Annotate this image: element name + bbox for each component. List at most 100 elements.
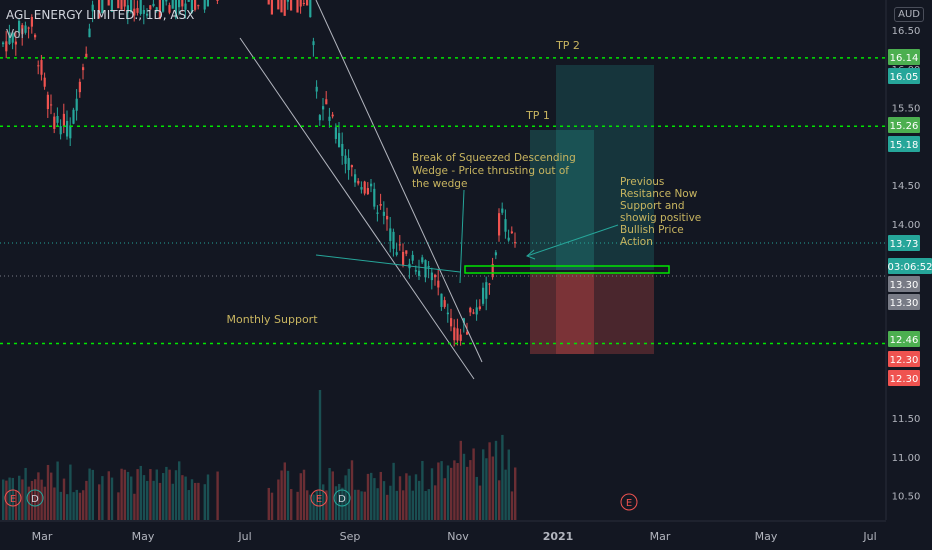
volume-bar [459,440,462,520]
volume-bar [373,478,376,520]
candle-body [162,0,165,12]
volume-bar [126,471,130,520]
y-tick-label: 11.00 [892,453,921,464]
earnings-marker[interactable] [620,493,638,511]
wedge-upper-trendline[interactable] [315,0,483,363]
candle-body [216,0,219,1]
volume-bar [424,490,427,520]
price-labels: 16.14 16.05 15.26 15.18 13.73 03:06:52 13.30 13… [888,49,932,386]
breakout-box[interactable] [464,265,670,274]
volume-bar [344,475,347,520]
candle-body [347,158,350,171]
candle-body [155,7,158,12]
candle-body [146,13,149,16]
price-label: 12.30 [890,355,919,366]
volume-bar [181,475,184,520]
candle-body [14,41,17,45]
earnings-marker[interactable] [310,489,328,507]
volume-bar [418,480,421,520]
volume-bar [43,486,46,520]
y-tick-label: 11.50 [892,414,921,425]
candle-body [302,2,305,4]
volume-bar [267,487,270,520]
volume-bar [366,473,370,520]
prev-resistance-note-2: Resitance Now [620,188,698,200]
volume-bar [56,461,59,520]
candle-body [482,287,485,304]
candlesticks [2,0,517,347]
candle-body [382,211,385,216]
volume-bar [277,479,280,520]
candle-body [440,293,443,307]
candle-body [139,0,142,15]
volume-bar [123,469,126,520]
x-tick-label: Sep [340,530,361,543]
volume-bar [408,475,411,520]
volume-bar [142,475,146,520]
candle-body [325,99,328,105]
candle-body [290,0,293,11]
volume-bar [75,489,78,520]
volume-bar [482,449,485,520]
candle-body [395,252,398,255]
candle-body [24,25,27,33]
time-axis[interactable]: Mar May Jul Sep Nov 2021 Mar May Jul [32,530,877,543]
volume-bar [24,467,27,520]
candle-body [18,20,21,33]
volume-bar [318,390,322,520]
symbol-title[interactable]: AGL ENERGY LIMITED., 1D, ASX [6,8,195,22]
candle-body [389,228,392,241]
candle-body [46,94,49,110]
volume-bar [443,478,446,520]
candle-body [168,5,171,13]
volume-bar [158,482,162,520]
volume-bar [162,473,165,520]
currency-badge[interactable]: AUD [894,7,924,22]
volume-bar [270,492,274,520]
candle-body [30,17,33,27]
candle-body [158,0,161,20]
break-arrow-line[interactable] [459,189,465,284]
support-arrow-line[interactable] [526,224,619,257]
candle-body [149,5,152,10]
candle-body [5,41,8,52]
candle-body [376,212,379,214]
volume-bar [427,489,430,520]
svg-text:D: D [31,494,39,505]
volume-bar [402,490,405,520]
candle-body [315,86,318,92]
price-label-bg [888,235,920,251]
candle-body [334,127,337,139]
dividend-marker[interactable] [26,489,44,507]
volume-bar [514,467,517,520]
support-arrow-head [526,249,536,260]
earnings-marker[interactable] [4,489,22,507]
candle-body [430,272,433,281]
candle-body [322,106,325,110]
candle-body [466,332,469,335]
volume-bar [437,462,440,520]
candle-body [350,165,353,168]
volume-bar [389,485,392,520]
dividend-marker[interactable] [333,489,351,507]
candle-body [27,27,30,29]
wedge-lower-trendline[interactable] [239,37,475,380]
volume-bar [165,466,168,520]
volume-bar [85,480,88,520]
monthly-support-label: Monthly Support [226,313,318,326]
candle-body [507,237,510,241]
volume-bar [69,464,72,520]
volume-bar [72,492,75,520]
wedge-break-note-3: the wedge [412,178,467,190]
candle-body [469,307,472,313]
candle-body [402,251,405,266]
volume-bar [299,473,302,520]
volume-bar [120,468,123,520]
candle-body [62,113,65,127]
candle-body [133,8,136,16]
candle-body [450,318,453,327]
wedge-arrow-line[interactable] [315,254,461,273]
volume-bar [59,491,62,520]
candle-body [312,41,315,46]
